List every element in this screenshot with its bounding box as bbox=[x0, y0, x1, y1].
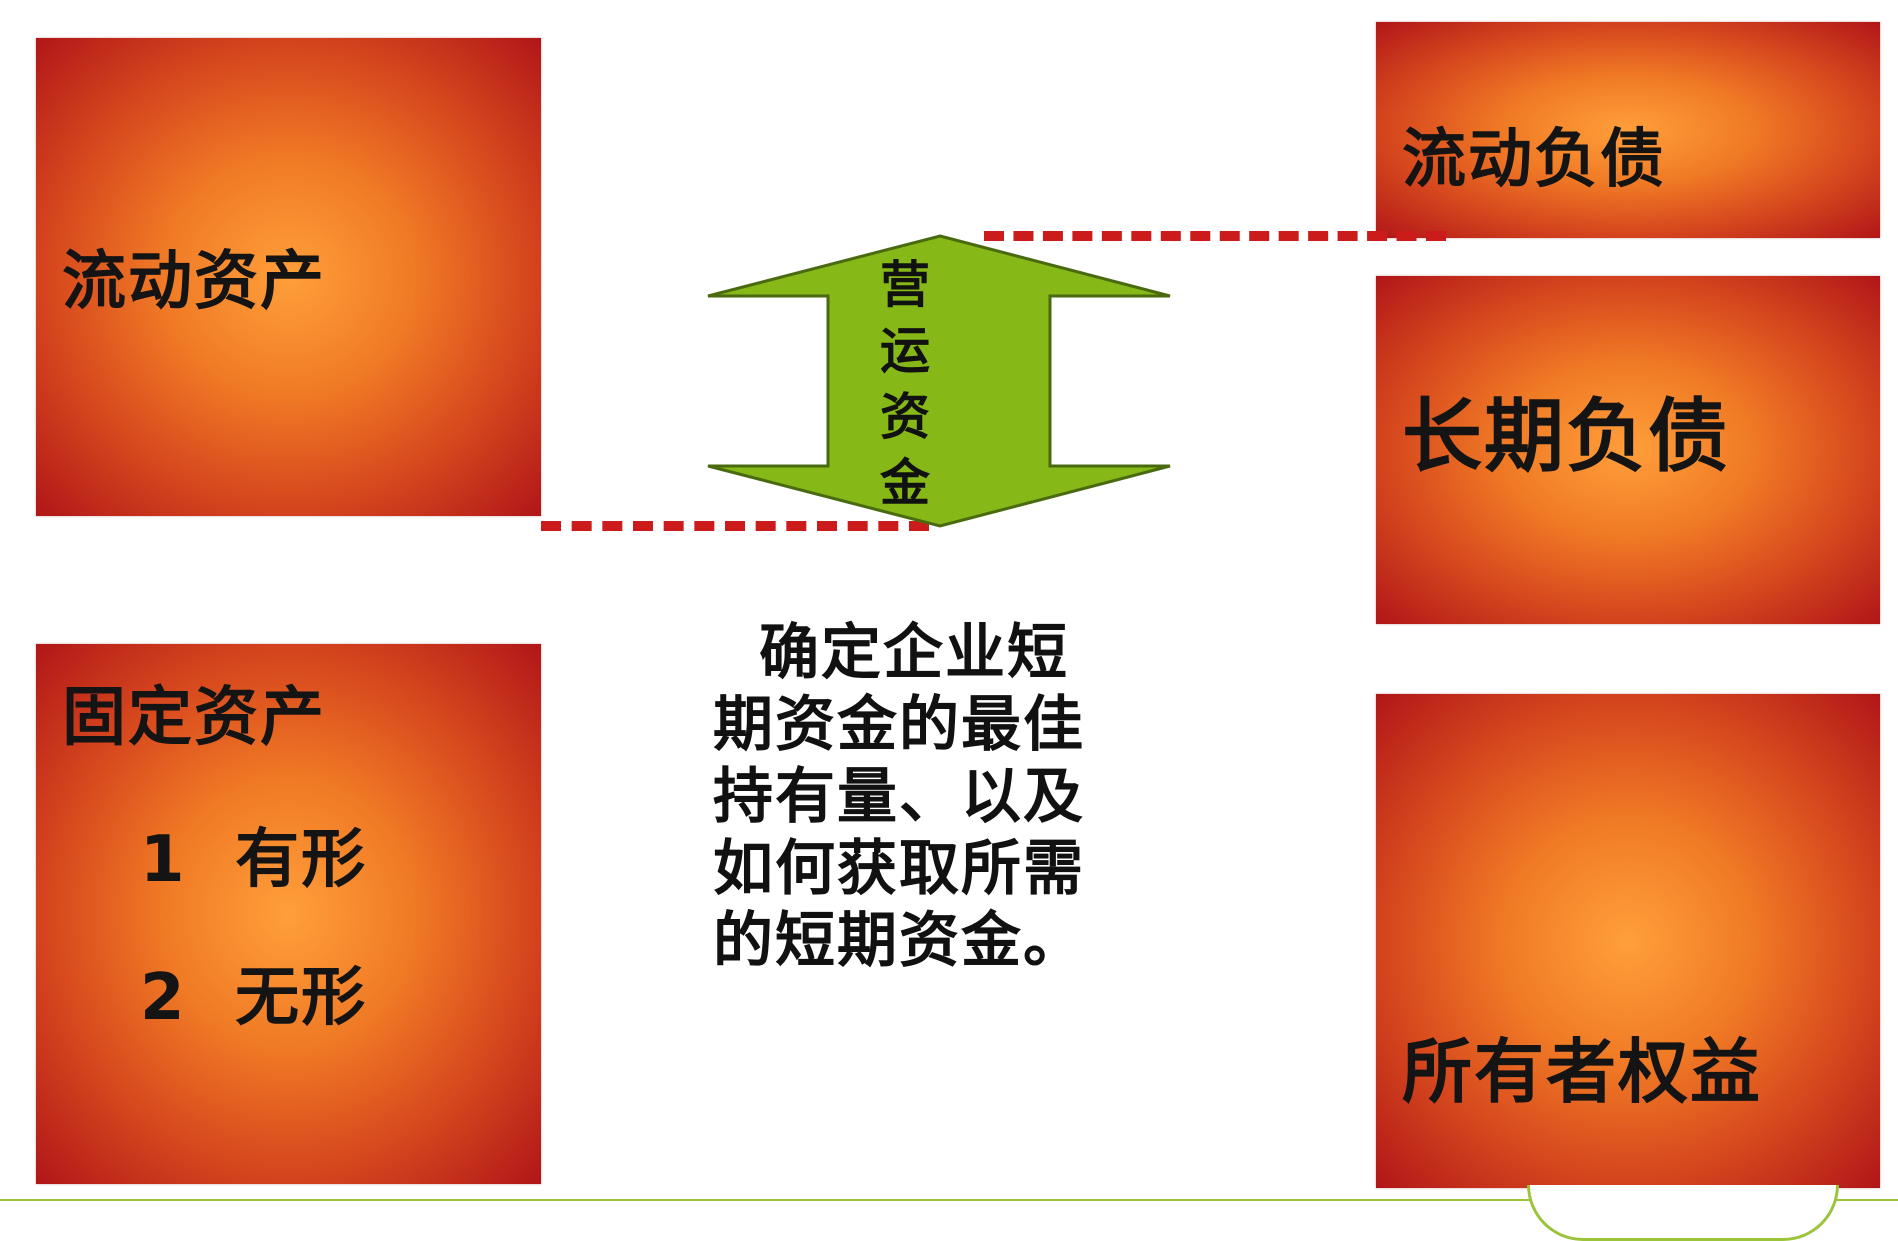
center-line-5: 的短期资金。 bbox=[713, 906, 1085, 976]
center-line-2: 期资金的最佳 bbox=[713, 690, 1085, 760]
center-line-3: 持有量、以及 bbox=[713, 762, 1085, 832]
current-assets-box: 流动资产 bbox=[36, 38, 541, 516]
center-line-4: 如何获取所需 bbox=[713, 834, 1085, 904]
arrow-char-3: 资 bbox=[880, 388, 930, 446]
arrow-char-2: 运 bbox=[880, 322, 930, 380]
dash-bottom-connector bbox=[541, 521, 929, 531]
long-term-liabilities-label: 长期负债 bbox=[1402, 390, 1730, 483]
fixed-assets-box: 固定资产 1 有形 2 无形 bbox=[36, 644, 541, 1184]
dash-top-connector bbox=[984, 231, 1446, 241]
current-liabilities-label: 流动负债 bbox=[1402, 123, 1666, 197]
arrow-shape bbox=[707, 234, 1171, 528]
current-assets-label: 流动资产 bbox=[62, 245, 326, 319]
center-description: 确定企业短 期资金的最佳 持有量、以及 如何获取所需 的短期资金。 bbox=[713, 617, 1133, 977]
owners-equity-label: 所有者权益 bbox=[1402, 1031, 1762, 1113]
footer-oval-decoration bbox=[1527, 1185, 1839, 1241]
fixed-assets-label: 固定资产 bbox=[62, 681, 326, 755]
owners-equity-box: 所有者权益 bbox=[1376, 694, 1880, 1188]
arrow-char-4: 金 bbox=[880, 454, 930, 512]
arrow-char-1: 营 bbox=[880, 256, 930, 314]
fixed-intangible-label: 2 无形 bbox=[140, 961, 368, 1035]
center-line-1: 确定企业短 bbox=[759, 618, 1069, 688]
fixed-tangible-label: 1 有形 bbox=[140, 823, 368, 897]
current-liabilities-box: 流动负债 bbox=[1376, 22, 1880, 238]
long-term-liabilities-box: 长期负债 bbox=[1376, 276, 1880, 624]
footer-line bbox=[0, 1199, 1898, 1201]
